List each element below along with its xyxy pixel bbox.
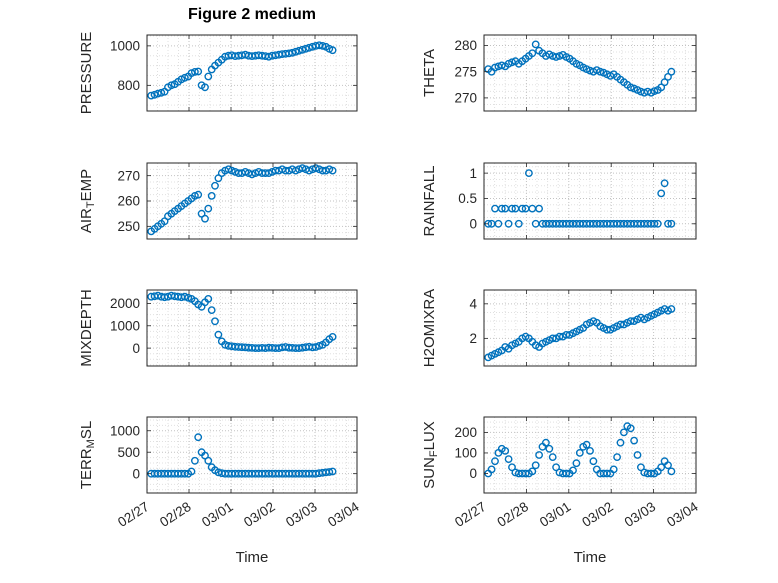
subplot-h2omixra: 2 4 H2OMIXRA	[421, 289, 697, 367]
terr_msl-series	[147, 433, 337, 478]
y-tick-label: 0	[469, 466, 477, 481]
y-tick-label: 200	[454, 425, 477, 440]
y-tick-label: 0	[469, 217, 477, 232]
subplot-pressure: 800 1000 PRESSURE	[78, 32, 358, 115]
subplot-air_temp: 250 260 270 AIRT​EMP	[78, 162, 358, 240]
subplot-theta: 270 275 280 THETA	[421, 34, 697, 112]
x-tick-label: 03/03	[283, 499, 320, 530]
mixdepth-series	[147, 291, 337, 352]
x-tick-label: 02/27	[452, 499, 489, 530]
y-tick-label: 100	[454, 446, 477, 461]
y-tick-label: 260	[117, 194, 140, 209]
y-axis-label-h2omixra: H2OMIXRA	[421, 289, 438, 367]
pressure-series	[147, 41, 337, 100]
h2omixra-series	[484, 305, 676, 362]
y-axis-label-theta: THETA	[421, 49, 438, 97]
y-axis-label-rainfall: RAINFALL	[421, 166, 438, 237]
x-axis-label-right: Time	[573, 549, 607, 566]
y-axis-label-mixdepth: MIXDEPTH	[78, 289, 95, 367]
y-axis-label-pressure: PRESSURE	[78, 32, 95, 115]
x-tick-label: 03/01	[199, 499, 236, 530]
rainfall-series	[484, 169, 676, 228]
y-tick-label: 1000	[110, 39, 140, 54]
y-tick-label: 270	[117, 168, 140, 183]
y-tick-label: 1	[469, 166, 477, 181]
y-tick-label: 4	[469, 297, 477, 312]
x-tick-label: 03/04	[664, 499, 701, 530]
y-tick-label: 0	[132, 341, 140, 356]
figure-title: Figure 2 medium	[187, 6, 317, 23]
subplot-terr_msl: 0 500 1000 02/27 02/28 03/01 03/02 03/03 03/04 TE…	[78, 416, 362, 530]
y-axis-label-air_temp: AIRT​EMP	[78, 169, 97, 233]
y-axis-label-terr_msl: TERRM​SL	[78, 421, 97, 489]
y-tick-label: 2000	[110, 296, 140, 311]
x-axis-label-left: Time	[235, 549, 269, 566]
y-tick-label: 500	[117, 445, 140, 460]
y-tick-label: 0	[132, 466, 140, 481]
x-tick-label: 03/01	[537, 499, 574, 530]
y-tick-label: 2	[469, 331, 477, 346]
air_temp-series	[147, 164, 337, 236]
x-tick-label: 02/28	[157, 499, 194, 530]
subplot-mixdepth: 0 1000 2000 MIXDEPTH	[78, 289, 358, 367]
subplot-sun_flux: 0 100 200 02/27 02/28 03/01 03/02 03/03 03/04 SUN…	[421, 416, 701, 530]
y-tick-label: 270	[454, 91, 477, 106]
x-tick-label: 02/27	[115, 499, 152, 530]
subplot-rainfall: 0 0.5 1 RAINFALL	[421, 162, 697, 240]
y-axis-label-sun_flux: SUNF​LUX	[421, 421, 440, 489]
y-tick-label: 800	[117, 78, 140, 93]
y-tick-label: 275	[454, 64, 477, 79]
theta-series	[484, 40, 676, 97]
x-tick-label: 03/04	[325, 499, 362, 530]
x-tick-label: 02/28	[495, 499, 532, 530]
y-tick-label: 1000	[110, 318, 140, 333]
y-tick-label: 1000	[110, 423, 140, 438]
y-tick-label: 250	[117, 219, 140, 234]
x-tick-label: 03/02	[241, 499, 278, 530]
x-tick-label: 03/03	[622, 499, 659, 530]
x-tick-label: 03/02	[579, 499, 616, 530]
y-tick-label: 280	[454, 38, 477, 53]
y-tick-label: 0.5	[458, 191, 477, 206]
